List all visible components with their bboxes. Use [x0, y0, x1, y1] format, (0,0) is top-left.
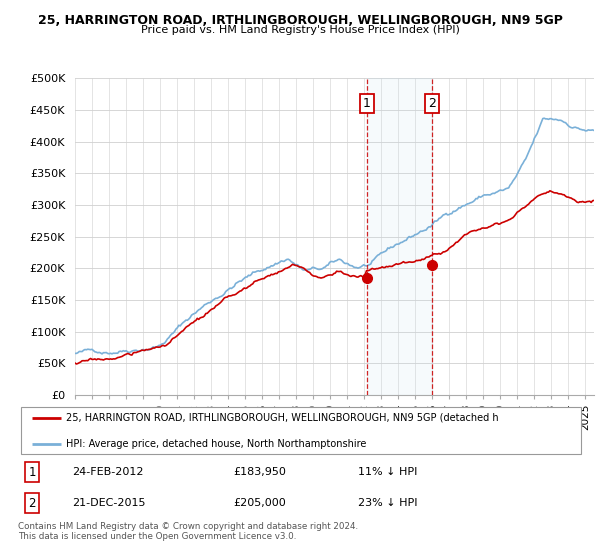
Text: 25, HARRINGTON ROAD, IRTHLINGBOROUGH, WELLINGBOROUGH, NN9 5GP: 25, HARRINGTON ROAD, IRTHLINGBOROUGH, WE…	[38, 14, 562, 27]
Text: £183,950: £183,950	[233, 467, 286, 477]
Text: 25, HARRINGTON ROAD, IRTHLINGBOROUGH, WELLINGBOROUGH, NN9 5GP (detached h: 25, HARRINGTON ROAD, IRTHLINGBOROUGH, WE…	[66, 413, 499, 423]
FancyBboxPatch shape	[21, 408, 581, 454]
Text: 2: 2	[28, 497, 36, 510]
Text: £205,000: £205,000	[233, 498, 286, 508]
Text: Contains HM Land Registry data © Crown copyright and database right 2024.
This d: Contains HM Land Registry data © Crown c…	[18, 522, 358, 542]
Text: Price paid vs. HM Land Registry's House Price Index (HPI): Price paid vs. HM Land Registry's House …	[140, 25, 460, 35]
Text: 1: 1	[28, 465, 36, 479]
Text: 21-DEC-2015: 21-DEC-2015	[72, 498, 145, 508]
Text: 11% ↓ HPI: 11% ↓ HPI	[358, 467, 418, 477]
Text: 23% ↓ HPI: 23% ↓ HPI	[358, 498, 418, 508]
Text: 1: 1	[363, 97, 371, 110]
Text: 24-FEB-2012: 24-FEB-2012	[72, 467, 143, 477]
Bar	[367, 78, 432, 395]
Text: 2: 2	[428, 97, 436, 110]
Text: HPI: Average price, detached house, North Northamptonshire: HPI: Average price, detached house, Nort…	[66, 438, 367, 449]
